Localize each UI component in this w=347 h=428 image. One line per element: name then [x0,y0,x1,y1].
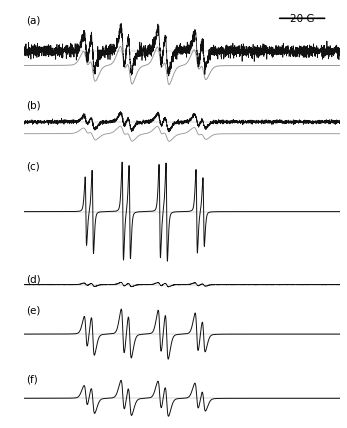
Text: (d): (d) [26,275,41,285]
Text: (a): (a) [26,16,40,26]
Text: (f): (f) [26,375,37,385]
Text: (b): (b) [26,101,41,110]
Text: (e): (e) [26,305,40,315]
Text: 20 G: 20 G [290,14,314,24]
Text: (c): (c) [26,161,40,171]
